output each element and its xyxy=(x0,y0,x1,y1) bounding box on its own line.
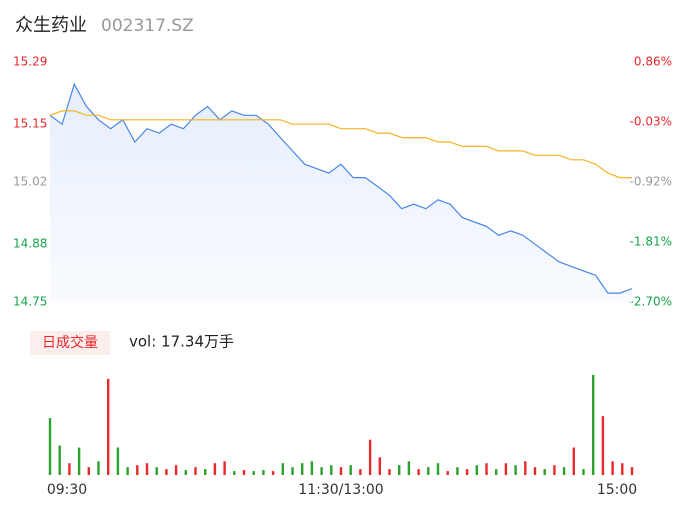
volume-bar xyxy=(446,471,449,475)
volume-bar xyxy=(592,374,595,475)
volume-bar xyxy=(233,471,236,475)
volume-bar xyxy=(145,463,149,475)
volume-bar xyxy=(339,467,343,475)
volume-bar xyxy=(378,457,381,475)
y2-tick-label: 0.86% xyxy=(634,55,672,69)
volume-bar xyxy=(495,469,498,475)
volume-bar xyxy=(330,465,333,475)
volume-bar xyxy=(388,469,391,475)
volume-bar xyxy=(184,470,187,475)
y-tick-label: 15.02 xyxy=(13,175,47,189)
volume-bar xyxy=(533,467,537,475)
x-tick-label: 15:00 xyxy=(597,482,637,498)
volume-bar xyxy=(136,465,139,475)
volume-bar xyxy=(417,469,420,475)
volume-bar xyxy=(514,465,517,475)
volume-bar xyxy=(601,416,605,475)
volume-bar xyxy=(58,445,61,475)
volume-bar xyxy=(543,469,546,475)
volume-total: vol: 17.34万手 xyxy=(129,333,234,351)
volume-bar xyxy=(572,447,575,475)
volume-bar xyxy=(271,471,275,475)
y-tick-label: 15.29 xyxy=(13,55,47,69)
volume-bar xyxy=(87,467,90,475)
volume-bar xyxy=(291,467,294,475)
volume-bar xyxy=(456,467,459,475)
volume-bar xyxy=(485,463,488,475)
volume-bar xyxy=(621,463,624,475)
volume-bar xyxy=(97,461,100,475)
volume-bar xyxy=(204,469,207,475)
volume-bar xyxy=(155,467,158,475)
x-tick-label: 09:30 xyxy=(47,482,87,498)
volume-bar xyxy=(320,467,323,475)
volume-bar xyxy=(562,467,566,475)
y-tick-label: 14.75 xyxy=(13,295,47,309)
volume-bar xyxy=(349,465,352,475)
volume-bar xyxy=(107,378,110,475)
y2-tick-label: -2.70% xyxy=(630,295,672,309)
volume-bar xyxy=(48,418,52,475)
volume-bar xyxy=(116,447,120,475)
price-area xyxy=(50,84,632,302)
volume-bar xyxy=(174,465,178,475)
volume-label-box xyxy=(30,331,110,355)
volume-bar xyxy=(398,465,401,475)
volume-bar xyxy=(213,463,217,475)
volume-bar xyxy=(223,461,226,475)
volume-bar xyxy=(427,467,430,475)
stock-name: 众生药业 xyxy=(15,15,87,36)
volume-bar xyxy=(630,467,634,475)
y2-tick-label: -0.03% xyxy=(630,115,672,129)
volume-bar xyxy=(68,463,71,475)
volume-bar xyxy=(553,465,556,475)
volume-bar xyxy=(504,463,508,475)
average-line xyxy=(49,110,632,179)
x-tick-label: 11:30/13:00 xyxy=(298,482,383,498)
volume-bar xyxy=(77,447,81,475)
volume-bar xyxy=(242,470,246,475)
volume-bar xyxy=(252,471,255,475)
volume-bar xyxy=(301,463,304,475)
volume-bar xyxy=(368,439,372,475)
volume-bar xyxy=(436,463,440,475)
volume-bar xyxy=(165,469,168,475)
y-tick-label: 15.15 xyxy=(13,117,47,131)
volume-bar xyxy=(524,461,527,475)
volume-bar xyxy=(407,461,411,475)
volume-bar xyxy=(281,463,284,475)
volume-bar xyxy=(359,469,362,475)
volume-bar xyxy=(582,469,585,475)
y-tick-label: 14.88 xyxy=(13,237,47,251)
volume-bar xyxy=(126,467,129,475)
y2-tick-label: -1.81% xyxy=(630,235,672,249)
volume-bar xyxy=(475,465,478,475)
volume-label: 日成交量 xyxy=(42,334,98,351)
volume-bar xyxy=(194,467,197,475)
volume-bar xyxy=(262,470,265,475)
volume-bar xyxy=(310,461,314,475)
volume-bar xyxy=(611,461,614,475)
y2-tick-label: -0.92% xyxy=(630,175,672,189)
stock-code: 002317.SZ xyxy=(101,16,194,36)
volume-bar xyxy=(465,469,469,475)
price-line xyxy=(49,82,633,294)
